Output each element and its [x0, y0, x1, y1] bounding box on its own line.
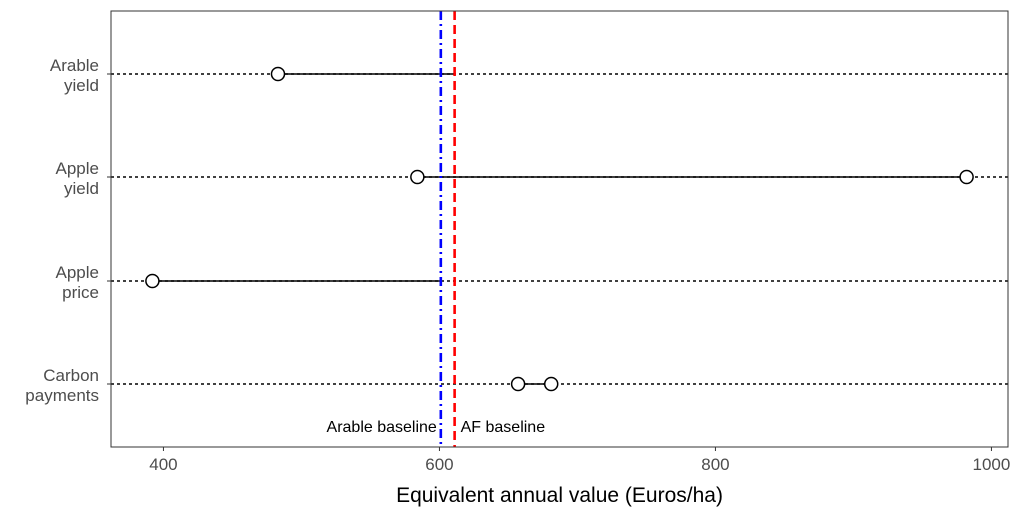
- range-endpoints: [145, 66, 974, 392]
- endpoint-low-apple-yield: [410, 169, 425, 185]
- x-tick-label-1000: 1000: [973, 455, 1011, 474]
- x-tick-label-800: 800: [701, 455, 729, 474]
- x-tick-label-600: 600: [425, 455, 453, 474]
- category-guide-lines: [111, 73, 1008, 385]
- endpoint-high-carbon-payments: [543, 376, 559, 392]
- category-label-carbon-payments: Carbon payments: [25, 366, 99, 405]
- baseline-label-af-baseline: AF baseline: [461, 419, 546, 436]
- category-label-line: yield: [64, 76, 99, 95]
- x-axis: 400 600 800 1000: [149, 447, 1010, 474]
- endpoint-low-arable-yield: [270, 66, 286, 82]
- category-label-apple-yield: Apple yield: [56, 159, 99, 198]
- baseline-label-arable-baseline: Arable baseline: [327, 419, 437, 436]
- category-label-line: price: [62, 283, 99, 302]
- endpoint-low-carbon-payments: [510, 376, 526, 392]
- category-label-line: Apple: [56, 159, 99, 178]
- category-label-line: yield: [64, 179, 99, 198]
- category-label-line: Arable: [50, 56, 99, 75]
- category-label-line: Apple: [56, 263, 99, 282]
- plot-panel-border: [110, 10, 1009, 448]
- x-tick-label-400: 400: [149, 455, 177, 474]
- endpoint-low-apple-price: [145, 273, 160, 289]
- category-label-line: Carbon: [43, 366, 99, 385]
- endpoint-high-apple-yield: [959, 169, 974, 185]
- baseline-lines: [439, 11, 456, 447]
- range-segments: [152, 73, 967, 385]
- category-label-arable-yield: Arable yield: [50, 56, 99, 95]
- baseline-labels: Arable baseline AF baseline: [327, 419, 546, 436]
- category-label-apple-price: Apple price: [56, 263, 99, 302]
- category-label-line: payments: [25, 386, 99, 405]
- x-axis-title: Equivalent annual value (Euros/ha): [396, 484, 723, 507]
